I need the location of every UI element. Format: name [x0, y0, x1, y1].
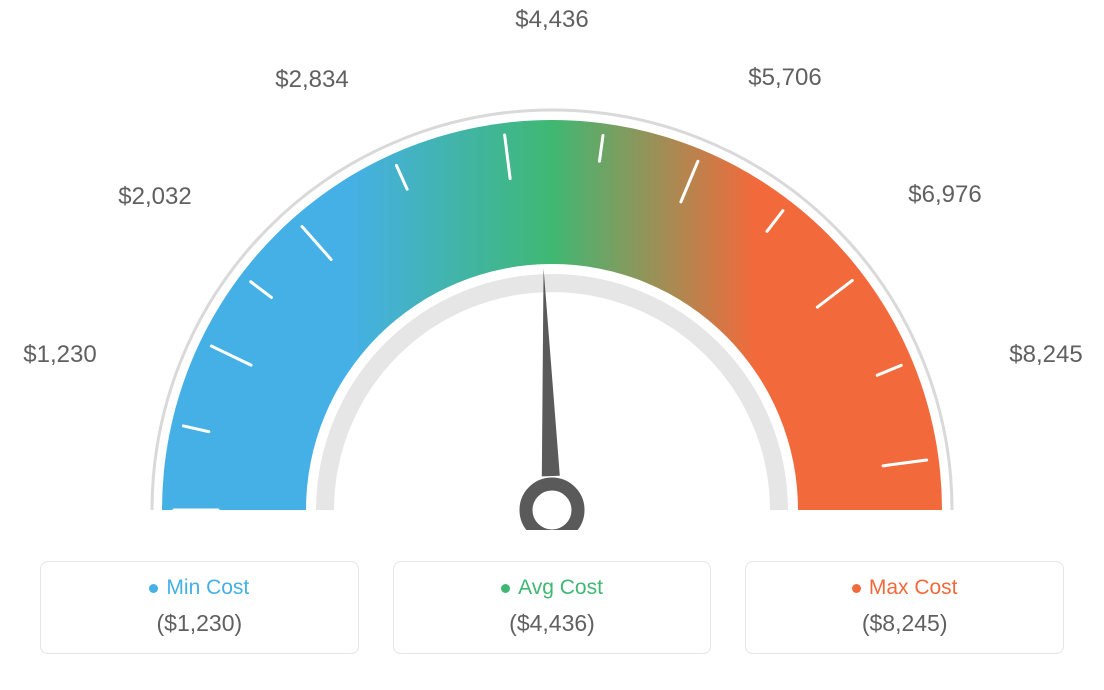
gauge-tick-label: $4,436 — [515, 6, 588, 34]
gauge-tick-label: $2,032 — [118, 183, 191, 211]
min-dot-icon — [149, 584, 158, 593]
gauge-svg — [60, 30, 1044, 530]
max-cost-value: ($8,245) — [758, 610, 1051, 637]
gauge-stage — [60, 30, 1044, 530]
gauge-tick-label: $2,834 — [275, 66, 348, 94]
min-cost-card: Min Cost ($1,230) — [40, 561, 359, 654]
gauge-tick-label: $1,230 — [23, 341, 96, 369]
min-cost-title: Min Cost — [53, 576, 346, 600]
avg-cost-value: ($4,436) — [406, 610, 699, 637]
avg-cost-label: Avg Cost — [518, 576, 603, 600]
summary-cards: Min Cost ($1,230) Avg Cost ($4,436) Max … — [40, 561, 1064, 654]
max-cost-label: Max Cost — [869, 576, 958, 600]
gauge-tick-label: $5,706 — [748, 64, 821, 92]
chart-container: $1,230 $2,032 $2,834 $4,436 $5,706 $6,976 $8,2… — [0, 0, 1104, 690]
avg-dot-icon — [501, 584, 510, 593]
max-cost-card: Max Cost ($8,245) — [745, 561, 1064, 654]
avg-cost-card: Avg Cost ($4,436) — [393, 561, 712, 654]
gauge-area: $1,230 $2,032 $2,834 $4,436 $5,706 $6,976 $8,2… — [0, 0, 1104, 560]
max-dot-icon — [852, 584, 861, 593]
gauge-tick-label: $6,976 — [908, 181, 981, 209]
avg-cost-title: Avg Cost — [406, 576, 699, 600]
gauge-tick-label: $8,245 — [1009, 341, 1082, 369]
max-cost-title: Max Cost — [758, 576, 1051, 600]
min-cost-label: Min Cost — [166, 576, 249, 600]
min-cost-value: ($1,230) — [53, 610, 346, 637]
